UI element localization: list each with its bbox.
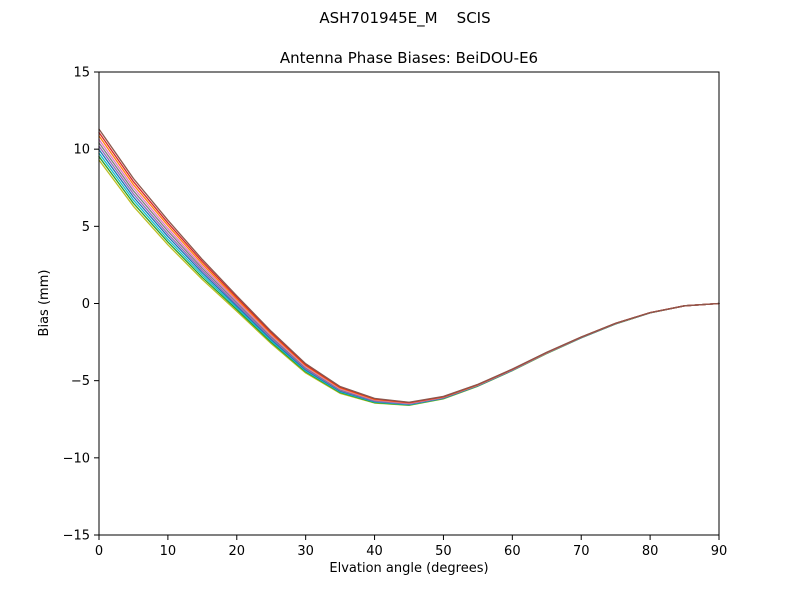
x-tick-label: 70	[573, 544, 590, 559]
x-tick-label: 60	[504, 544, 521, 559]
x-tick-label: 90	[711, 544, 728, 559]
plot-background	[99, 72, 719, 535]
plot-area: 0 10 20 30 40 50 60 70 80 90 −15 −10 −5 0 5 10 15	[63, 66, 728, 560]
x-tick-label: 0	[95, 544, 103, 559]
y-tick-label: −5	[71, 374, 90, 389]
x-tick-label: 40	[366, 544, 383, 559]
axes-title: Antenna Phase Biases: BeiDOU-E6	[280, 49, 538, 67]
x-tick-label: 20	[229, 544, 246, 559]
y-tick-label: 0	[82, 297, 90, 312]
y-axis-label: Bias (mm)	[37, 270, 52, 337]
x-axis-label: Elvation angle (degrees)	[329, 561, 488, 576]
y-tick-label: −10	[63, 451, 90, 466]
y-tick-label: 15	[73, 66, 90, 81]
x-tick-label: 50	[435, 544, 452, 559]
x-tick-label: 30	[297, 544, 314, 559]
y-tick-label: 10	[73, 143, 90, 158]
figure-title: ASH701945E_M SCIS	[319, 9, 490, 28]
y-tick-label: 5	[82, 220, 90, 235]
x-tick-label: 80	[642, 544, 659, 559]
series-line-series-10	[98, 128, 720, 403]
y-tick-label: −15	[63, 529, 90, 544]
x-tick-label: 10	[160, 544, 177, 559]
